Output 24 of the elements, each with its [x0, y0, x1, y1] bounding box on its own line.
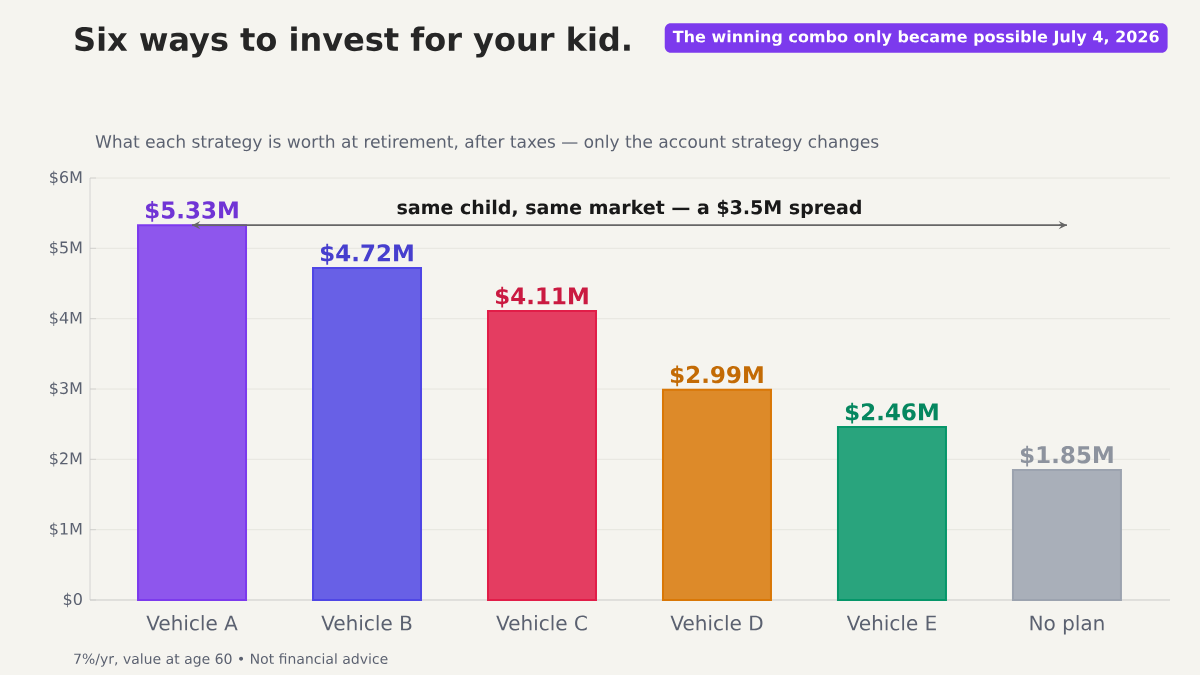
data-label: $4.72M — [320, 243, 413, 265]
y-tick-label: $2M — [50, 452, 82, 467]
x-tick-label: No plan — [1030, 615, 1104, 635]
x-tick-label: Vehicle C — [496, 615, 587, 631]
y-tick-label: $5M — [50, 241, 82, 256]
y-tick-label: $0 — [63, 592, 82, 608]
text: 7%/yr, value at age 60 • Not financial advice — [74, 653, 388, 667]
x-tick-label: Vehicle B — [321, 615, 412, 631]
x-tick-label: Vehicle D — [670, 615, 763, 631]
text: The winning combo only became possible July 4, 2026 — [672, 30, 1159, 46]
y-tick-label: $6M — [50, 170, 82, 186]
chart-subtitle: What each strategy is worth at retirement, after taxes — only the account strategy changes — [95, 134, 879, 152]
data-label: $4.11M — [495, 286, 588, 308]
data-label: $2.99M — [670, 365, 763, 387]
data-label: $2.46M — [845, 402, 938, 424]
y-tick-label: $3M — [50, 381, 82, 397]
y-tick-label: $4M — [50, 311, 82, 326]
data-label: $5.33M — [145, 200, 238, 222]
x-tick-label: Vehicle A — [146, 615, 238, 631]
y-tick-label: $1M — [50, 522, 82, 537]
x-tick-label: Vehicle E — [846, 615, 936, 631]
chart-title: Six ways to invest for your kid. — [75, 26, 630, 58]
data-label: $1.85M — [1020, 445, 1113, 467]
ref-line-label: same child, same market — a $3.5M spread — [397, 199, 861, 219]
